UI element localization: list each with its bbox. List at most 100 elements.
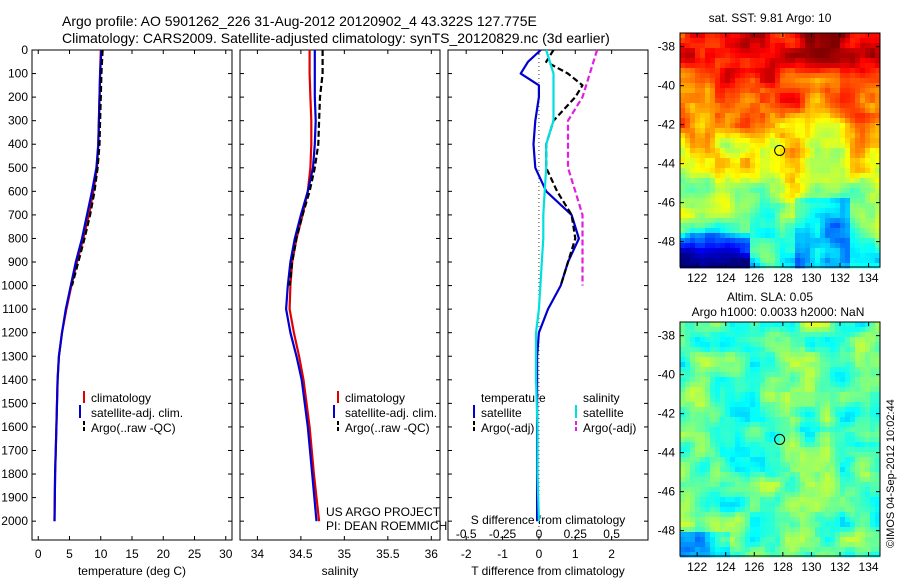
map-cell bbox=[780, 422, 786, 428]
map-cell bbox=[760, 53, 766, 59]
map-cell bbox=[810, 547, 816, 553]
map-cell bbox=[825, 138, 831, 144]
map-cell bbox=[690, 103, 696, 109]
map-cell bbox=[760, 258, 766, 264]
map-cell bbox=[775, 447, 781, 453]
map-cell bbox=[705, 372, 711, 378]
map-cell bbox=[855, 472, 861, 478]
map-cell bbox=[790, 392, 796, 398]
map-cell bbox=[855, 223, 861, 229]
map-cell bbox=[860, 188, 866, 194]
map-cell bbox=[730, 542, 736, 548]
map-cell bbox=[700, 238, 706, 244]
map-cell bbox=[720, 542, 726, 548]
map-cell bbox=[735, 188, 741, 194]
map-cell bbox=[820, 402, 826, 408]
map-cell bbox=[710, 482, 716, 488]
map-cell bbox=[835, 218, 841, 224]
map-cell bbox=[715, 347, 721, 353]
map-cell bbox=[870, 492, 876, 498]
map-cell bbox=[710, 542, 716, 548]
map-cell bbox=[870, 33, 876, 39]
map-cell bbox=[790, 402, 796, 408]
map-cell bbox=[770, 148, 776, 154]
map-cell bbox=[710, 517, 716, 523]
map-cell bbox=[800, 482, 806, 488]
map-cell bbox=[745, 108, 751, 114]
map-cell bbox=[720, 502, 726, 508]
map-cell bbox=[700, 547, 706, 553]
map-cell bbox=[835, 148, 841, 154]
map-cell bbox=[820, 347, 826, 353]
map-cell bbox=[810, 422, 816, 428]
map-cell bbox=[710, 228, 716, 234]
map-cell bbox=[770, 467, 776, 473]
map-cell bbox=[830, 382, 836, 388]
map-cell bbox=[860, 253, 866, 259]
map-cell bbox=[805, 487, 811, 493]
map-cell bbox=[750, 402, 756, 408]
map-cell bbox=[680, 153, 686, 159]
map-cell bbox=[725, 88, 731, 94]
map-cell bbox=[815, 173, 821, 179]
map-cell bbox=[850, 243, 856, 249]
map-cell bbox=[820, 198, 826, 204]
map-cell bbox=[745, 53, 751, 59]
map-cell bbox=[730, 43, 736, 49]
map-cell bbox=[815, 228, 821, 234]
map-cell bbox=[745, 118, 751, 124]
map-cell bbox=[745, 153, 751, 159]
map-cell bbox=[780, 512, 786, 518]
map-cell bbox=[810, 502, 816, 508]
map-cell bbox=[770, 397, 776, 403]
map-cell bbox=[815, 98, 821, 104]
map-cell bbox=[775, 402, 781, 408]
map-cell bbox=[870, 178, 876, 184]
map-cell bbox=[800, 63, 806, 69]
map-cell bbox=[730, 68, 736, 74]
map-cell bbox=[690, 108, 696, 114]
lat-tick-label: -48 bbox=[658, 235, 676, 249]
map-cell bbox=[790, 183, 796, 189]
map-cell bbox=[715, 103, 721, 109]
map-cell bbox=[815, 362, 821, 368]
map-cell bbox=[760, 392, 766, 398]
map-cell bbox=[785, 48, 791, 54]
map-cell bbox=[755, 442, 761, 448]
map-cell bbox=[765, 38, 771, 44]
x-tick-label: 25 bbox=[188, 547, 202, 561]
map-cell bbox=[810, 512, 816, 518]
map-cell bbox=[685, 53, 691, 59]
map-cell bbox=[860, 178, 866, 184]
lon-tick-label: 128 bbox=[773, 560, 793, 574]
map-cell bbox=[685, 442, 691, 448]
map-cell bbox=[685, 427, 691, 433]
map-cell bbox=[785, 522, 791, 528]
map-cell bbox=[755, 113, 761, 119]
map-cell bbox=[835, 168, 841, 174]
map-cell bbox=[820, 183, 826, 189]
map-cell bbox=[805, 427, 811, 433]
map-cell bbox=[715, 537, 721, 543]
map-cell bbox=[750, 457, 756, 463]
map-cell bbox=[680, 78, 686, 84]
map-cell bbox=[790, 477, 796, 483]
map-cell bbox=[840, 547, 846, 553]
map-cell bbox=[700, 113, 706, 119]
map-cell bbox=[720, 83, 726, 89]
map-cell bbox=[745, 98, 751, 104]
map-cell bbox=[685, 98, 691, 104]
map-cell bbox=[750, 417, 756, 423]
map-cell bbox=[740, 417, 746, 423]
map-cell bbox=[755, 327, 761, 333]
map-cell bbox=[700, 517, 706, 523]
map-cell bbox=[845, 462, 851, 468]
map-cell bbox=[785, 547, 791, 553]
map-cell bbox=[765, 163, 771, 169]
map-cell bbox=[855, 432, 861, 438]
map-cell bbox=[820, 322, 826, 328]
map-cell bbox=[700, 208, 706, 214]
map-cell bbox=[780, 103, 786, 109]
map-cell bbox=[770, 377, 776, 383]
map-cell bbox=[705, 547, 711, 553]
